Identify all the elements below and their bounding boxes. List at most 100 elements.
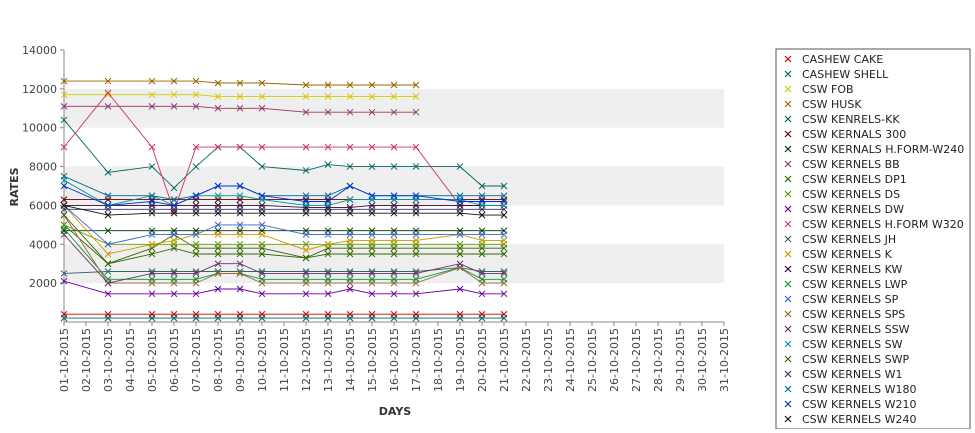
legend-item: CSW KERNELS W240 (784, 413, 917, 426)
legend-label: CASHEW SHELL (802, 68, 889, 81)
data-point (214, 143, 222, 151)
data-point (302, 240, 310, 248)
data-point (346, 209, 354, 217)
data-point (214, 104, 222, 112)
data-point (302, 198, 310, 205)
grid-band (64, 244, 724, 284)
data-point (390, 231, 398, 238)
x-tick-label: 08-10-2015 (212, 328, 225, 392)
data-point (104, 89, 112, 97)
data-point (148, 163, 156, 170)
data-point (500, 279, 508, 287)
legend-label: CSW KERNELS KW (802, 263, 902, 276)
data-point (148, 198, 156, 205)
data-point (346, 182, 354, 190)
y-tick-label: 12000 (22, 83, 57, 96)
data-point (148, 77, 156, 85)
data-point (346, 108, 354, 116)
data-point (346, 93, 354, 100)
data-point (500, 237, 508, 244)
legend-label: CSW KERNELS LWP (802, 278, 908, 291)
legend-marker (784, 370, 792, 378)
data-point (104, 102, 112, 110)
data-point (60, 231, 68, 238)
data-point (478, 182, 486, 190)
data-point (148, 102, 156, 110)
x-tick-label: 25-10-2015 (586, 328, 599, 392)
data-point (324, 270, 332, 277)
legend-label: CSW KERNELS SSW (802, 323, 910, 336)
data-point (302, 246, 310, 254)
data-point (302, 270, 310, 277)
data-point (236, 209, 244, 217)
legend-label: CSW KERNELS BB (802, 158, 900, 171)
series-csw-kernels-swp (60, 211, 508, 268)
data-point (148, 91, 156, 99)
legend-item: CSW KERNELS K (784, 248, 893, 261)
data-point (60, 277, 68, 285)
series-cashew-cake (60, 310, 508, 318)
data-point (214, 285, 222, 293)
data-point (412, 231, 420, 238)
y-tick-label: 14000 (22, 44, 57, 57)
data-point (104, 240, 112, 248)
data-point (192, 279, 200, 287)
series-csw-kernels-h-form-w320 (60, 89, 508, 215)
legend-label: CSW KERNALS 300 (802, 128, 906, 141)
plot-area (60, 77, 508, 322)
legend-item: CSW KERNELS SWP (784, 353, 909, 366)
data-point (214, 231, 222, 238)
legend-label: CSW KERNELS DP1 (802, 173, 907, 186)
data-point (170, 279, 178, 287)
data-point (478, 250, 486, 258)
legend-marker (784, 310, 792, 318)
legend-label: CSW KERNELS DS (802, 188, 900, 201)
data-point (500, 270, 508, 277)
legend-label: CSW KERNELS K (802, 248, 893, 261)
data-point (324, 143, 332, 151)
x-tick-label: 13-10-2015 (322, 328, 335, 392)
data-point (302, 143, 310, 151)
data-point (478, 192, 486, 200)
legend-label: CSW KERNELS W1 (802, 368, 903, 381)
data-point (214, 314, 222, 322)
legend-label: CSW KERNELS SPS (802, 308, 905, 321)
x-tick-label: 11-10-2015 (278, 328, 291, 392)
data-point (324, 290, 332, 298)
series-csw-kernels-w1 (60, 205, 508, 213)
data-point (302, 290, 310, 298)
data-point (478, 198, 486, 205)
data-point (478, 237, 486, 244)
data-point (60, 172, 68, 180)
legend-marker (784, 355, 792, 363)
data-point (148, 279, 156, 287)
y-tick-label: 10000 (22, 122, 57, 135)
data-point (368, 237, 376, 244)
legend-item: CSW FOB (784, 83, 854, 96)
data-point (104, 260, 112, 268)
legend-item: CASHEW CAKE (784, 53, 883, 66)
data-point (236, 104, 244, 112)
data-point (60, 91, 68, 99)
data-point (236, 221, 244, 229)
data-point (104, 211, 112, 219)
data-point (368, 279, 376, 287)
legend-marker (784, 280, 792, 288)
x-tick-label: 29-10-2015 (674, 328, 687, 392)
legend-marker (784, 160, 792, 168)
data-point (104, 227, 112, 235)
data-point (456, 250, 464, 258)
x-tick-label: 07-10-2015 (190, 328, 203, 392)
data-point (324, 231, 332, 238)
data-point (368, 81, 376, 89)
data-point (346, 237, 354, 244)
data-point (192, 314, 200, 322)
data-point (302, 209, 310, 217)
data-point (104, 202, 112, 209)
data-point (60, 102, 68, 110)
legend-marker (784, 415, 792, 423)
data-point (368, 93, 376, 100)
legend-item: CSW KERNELS SSW (784, 323, 910, 336)
data-point (324, 209, 332, 217)
